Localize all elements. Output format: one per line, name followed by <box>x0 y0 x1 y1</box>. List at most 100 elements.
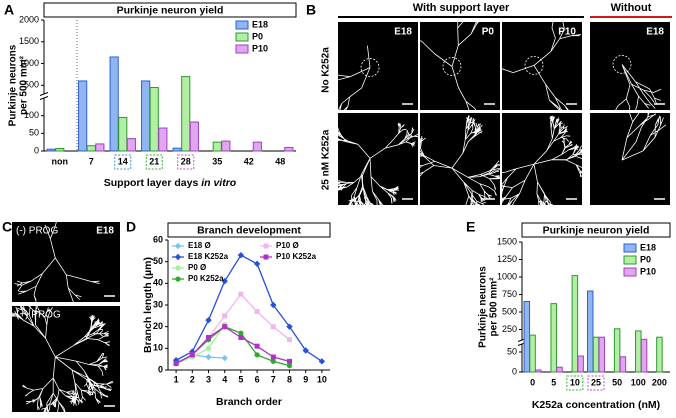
chart-title: Purkinje neuron yield <box>117 4 224 16</box>
condition-label: E18 <box>96 226 114 237</box>
y-tick-label: 20 <box>153 321 163 331</box>
y-tick-label: 250 <box>502 324 517 334</box>
bar <box>46 148 56 152</box>
bar <box>95 143 105 152</box>
header: Without <box>611 2 652 14</box>
y-tick-label: 40 <box>153 278 163 288</box>
y-tick-label: 10 <box>153 343 163 353</box>
bar <box>181 76 191 152</box>
bar <box>571 275 579 373</box>
soma-outline <box>612 54 632 74</box>
bar <box>550 303 557 373</box>
title-box <box>521 222 671 238</box>
x-tick-label: 0 <box>530 377 535 387</box>
neurite <box>12 306 114 412</box>
neurite <box>615 64 662 110</box>
bar <box>529 334 536 373</box>
point <box>205 345 212 351</box>
panel-label: B <box>306 2 316 18</box>
point <box>270 324 276 330</box>
x-tick-label: 50 <box>612 377 622 387</box>
bar <box>189 121 199 152</box>
x-tick-label: 1 <box>174 374 179 384</box>
x-tick-label: 6 <box>255 374 260 384</box>
micrograph <box>502 113 582 205</box>
point <box>174 253 182 261</box>
point <box>270 301 277 309</box>
point <box>237 251 245 259</box>
point <box>318 358 326 365</box>
y-axis-title: per 500 mm² <box>19 55 30 115</box>
bar <box>284 146 294 152</box>
neurite <box>420 115 500 205</box>
neurite <box>338 122 418 205</box>
legend-label: P10 <box>640 266 656 276</box>
x-tick-label: 5 <box>551 377 556 387</box>
point <box>189 352 195 358</box>
y-tick-label: 1250 <box>497 254 517 264</box>
neurite <box>502 115 582 205</box>
y-tick-label: 30 <box>153 299 163 309</box>
row-label: (+) PROG <box>16 310 61 321</box>
neurite <box>14 222 100 302</box>
y-tick-label: 1500 <box>19 36 39 46</box>
micrograph <box>420 22 500 110</box>
x-axis-title-part: in vitro <box>201 177 237 189</box>
point <box>286 363 293 369</box>
chart-title: Branch development <box>197 224 301 236</box>
line <box>175 254 323 362</box>
x-axis-title: Support layer days in vitro <box>104 177 237 189</box>
legend-swatch <box>623 267 637 277</box>
legend-swatch <box>623 255 637 265</box>
bar <box>158 127 168 152</box>
bar <box>598 336 606 373</box>
bar <box>619 356 627 373</box>
x-tick-label: 9 <box>303 374 308 384</box>
point <box>254 309 260 314</box>
y-axis-title: Purkinje neurons <box>8 44 19 126</box>
x-tick-label: 3 <box>206 374 211 384</box>
y-tick-label: 500 <box>24 80 39 90</box>
legend-label: P0 K252a <box>188 274 224 283</box>
panel-label: E <box>466 219 475 235</box>
x-tick-label: 21 <box>149 156 159 166</box>
y-tick-label: 2000 <box>19 14 39 24</box>
point <box>287 358 292 364</box>
x-tick-label: 100 <box>631 377 646 387</box>
bar <box>523 301 531 373</box>
column-label: E18 <box>646 27 664 38</box>
point <box>222 324 228 330</box>
bar <box>577 355 584 373</box>
y-tick-label: 1000 <box>19 58 39 68</box>
bar <box>635 330 642 373</box>
bar <box>613 328 621 373</box>
point <box>221 354 228 362</box>
x-tick-label: 48 <box>275 156 285 166</box>
point <box>286 323 293 330</box>
y-axis-title: Branch length (µm) <box>142 257 154 353</box>
neurite <box>338 45 371 110</box>
x-tick-label: 7 <box>89 156 94 166</box>
panel-label: D <box>126 219 136 235</box>
x-axis-title-part: K252a concentration (nM) <box>532 399 660 411</box>
y-tick-label: 50 <box>153 256 163 266</box>
bar <box>55 148 65 152</box>
legend-label: P0 <box>252 31 263 41</box>
bar <box>78 80 88 152</box>
axis-break <box>39 92 49 96</box>
point <box>173 361 179 366</box>
y-axis-title: Purkinje neurons <box>478 266 489 348</box>
chart-title: Purkinje neuron yield <box>543 224 650 236</box>
category-highlight <box>587 375 605 391</box>
point <box>263 243 269 249</box>
bar <box>86 145 96 152</box>
legend-label: P10 K252a <box>276 252 317 261</box>
bar <box>592 336 600 373</box>
x-tick-label: 10 <box>317 374 327 384</box>
bar <box>221 140 231 152</box>
x-axis-title: Branch order <box>216 396 282 408</box>
x-tick-label: 4 <box>222 374 227 384</box>
line <box>175 324 226 365</box>
point <box>221 277 228 285</box>
